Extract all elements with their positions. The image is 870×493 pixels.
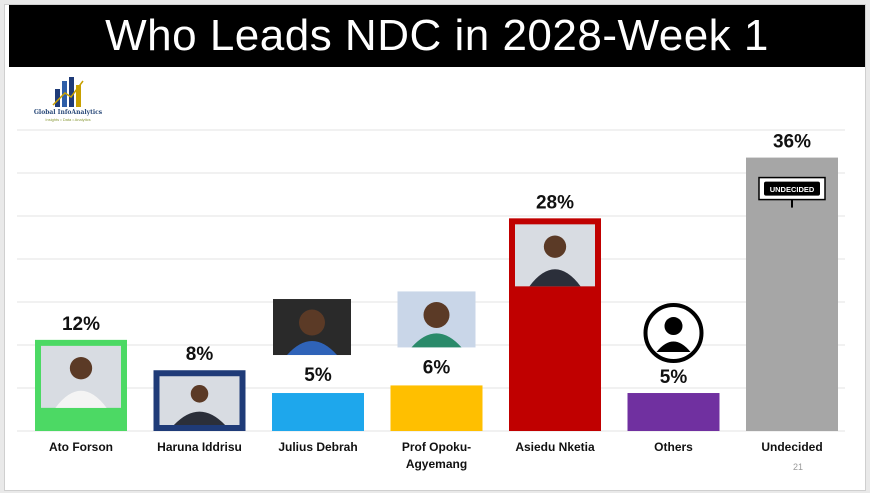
person-icon-body [656, 341, 691, 353]
page-number: 21 [792, 462, 803, 472]
photo-body [411, 333, 462, 348]
logo-tagline: Insights • Data • Analytics [45, 117, 91, 122]
logo-name: Global InfoAnalytics [33, 109, 103, 116]
data-label: 8% [186, 344, 214, 365]
slide-frame: Who Leads NDC in 2028-Week 1 Global Info… [4, 4, 866, 491]
photo-head [190, 385, 209, 403]
data-label: 5% [304, 365, 332, 386]
person-icon-head [664, 317, 683, 336]
photo-head [543, 235, 567, 258]
photo-body [287, 341, 337, 356]
data-label: 28% [536, 192, 574, 213]
category-label: Others [654, 440, 693, 454]
chart-title: Who Leads NDC in 2028-Week 1 [9, 5, 865, 67]
photo-body [55, 390, 107, 408]
photo-head [69, 357, 93, 380]
photo-body [173, 411, 226, 425]
data-label: 12% [62, 314, 100, 335]
photo-head [299, 309, 325, 336]
category-label: Agyemang [406, 457, 467, 471]
category-label: Ato Forson [49, 440, 113, 454]
bar-3 [390, 385, 483, 431]
category-label: Julius Debrah [278, 440, 357, 454]
logo-bars-icon [52, 77, 84, 107]
photo-head [423, 301, 450, 328]
bar-5 [627, 393, 720, 431]
undecided-sign-plate [764, 181, 820, 196]
company-logo: Global InfoAnalytics Insights • Data • A… [33, 75, 103, 127]
data-label: 5% [660, 367, 688, 388]
data-label: 6% [423, 357, 451, 378]
bar-chart: 12% Ato Forson 8% Haruna Iddrisu 5% Julius De… [17, 129, 845, 471]
category-label: Undecided [761, 440, 822, 454]
data-label: 36% [773, 132, 811, 153]
photo-body [529, 269, 581, 287]
bar-2 [272, 393, 364, 431]
undecided-sign-text: UNDECIDED [770, 185, 815, 194]
category-label: Asiedu Nketia [515, 440, 595, 454]
category-label: Prof Opoku- [402, 440, 471, 454]
category-label: Haruna Iddrisu [157, 440, 242, 454]
